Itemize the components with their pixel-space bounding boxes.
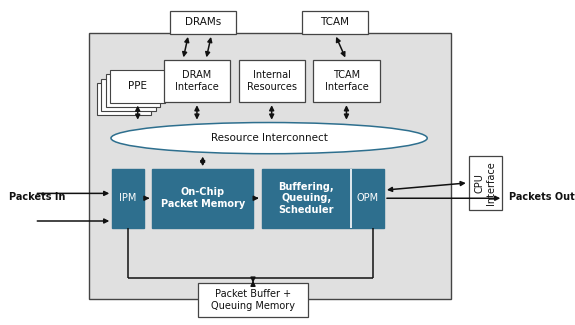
Bar: [239, 60, 305, 102]
Text: TCAM
Interface: TCAM Interface: [324, 71, 369, 92]
Bar: [112, 169, 144, 227]
Text: Internal
Resources: Internal Resources: [247, 71, 297, 92]
Text: Resource Interconnect: Resource Interconnect: [210, 133, 328, 143]
Bar: [101, 79, 156, 111]
Text: On-Chip
Packet Memory: On-Chip Packet Memory: [160, 188, 245, 209]
Bar: [106, 74, 160, 107]
Bar: [89, 32, 451, 299]
Text: Buffering,
Queuing,
Scheduler: Buffering, Queuing, Scheduler: [278, 182, 334, 215]
Bar: [351, 169, 384, 227]
Text: Packets Out: Packets Out: [509, 192, 574, 202]
Bar: [170, 11, 236, 34]
Text: Packets In: Packets In: [9, 192, 65, 202]
Bar: [262, 169, 351, 227]
Text: OPM: OPM: [356, 193, 378, 203]
Text: DRAMs: DRAMs: [185, 18, 221, 27]
Bar: [469, 156, 502, 210]
Text: IPM: IPM: [119, 193, 137, 203]
Text: PPE: PPE: [128, 81, 147, 91]
Bar: [198, 283, 308, 317]
Bar: [164, 60, 230, 102]
Bar: [152, 169, 253, 227]
Text: CPU
Interface: CPU Interface: [474, 161, 496, 205]
Bar: [302, 11, 368, 34]
Text: Packet Buffer +
Queuing Memory: Packet Buffer + Queuing Memory: [211, 289, 295, 311]
Text: TCAM: TCAM: [320, 18, 350, 27]
Bar: [97, 83, 151, 115]
Ellipse shape: [111, 123, 427, 154]
Bar: [313, 60, 380, 102]
Text: DRAM
Interface: DRAM Interface: [175, 71, 219, 92]
Bar: [110, 70, 165, 103]
